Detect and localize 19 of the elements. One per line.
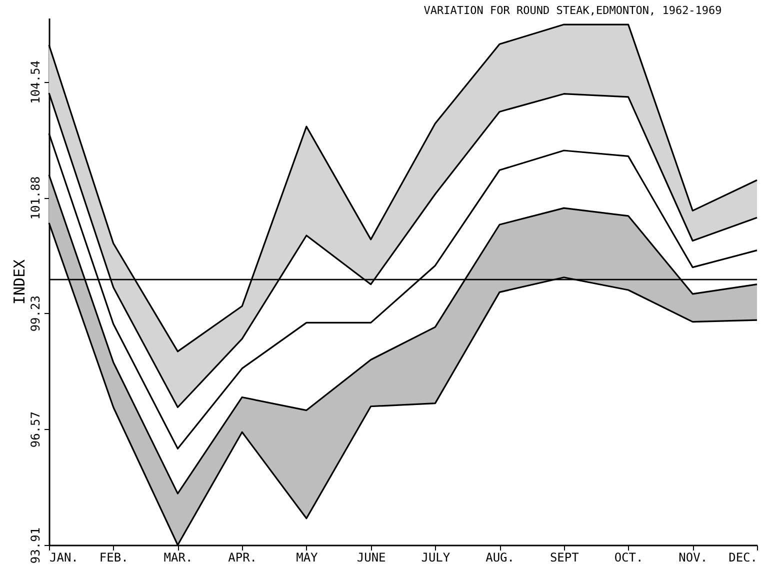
x-tick-label: JUNE (356, 550, 386, 564)
x-tick-label: MAR. (164, 550, 193, 564)
y-tick-label: 104.54 (28, 60, 42, 104)
x-tick-label: DEC. (728, 550, 758, 564)
x-tick-label: AUG. (486, 550, 514, 564)
x-tick-label: MAY (296, 550, 319, 564)
y-tick-label: 96.57 (28, 411, 42, 448)
y-axis-title: INDEX (10, 259, 28, 305)
x-tick-label: FEB. (99, 550, 128, 564)
chart-title: VARIATION FOR ROUND STEAK,EDMONTON, 1962-1969 (424, 4, 722, 17)
x-tick-label: SEPT (550, 550, 579, 564)
x-tick-label: OCT. (614, 550, 644, 564)
x-tick-label: JULY (421, 550, 451, 564)
x-tick-label: NOV. (678, 550, 708, 564)
y-tick-label: 101.88 (28, 176, 42, 220)
x-tick-label: APR. (228, 550, 258, 564)
y-tick-label: 93.91 (28, 527, 42, 564)
y-tick-label: 99.23 (28, 296, 42, 332)
x-tick-label: JAN. (50, 550, 78, 564)
